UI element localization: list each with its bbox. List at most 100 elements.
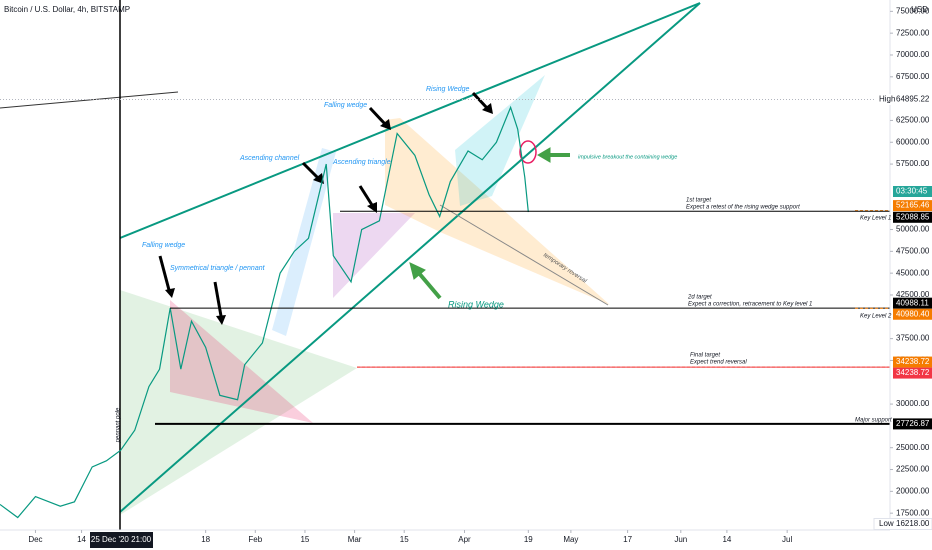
annotation: Expect a retest of the rising wedge supp… <box>686 205 800 211</box>
x-tick-label: Jul <box>782 535 792 544</box>
x-tick-label: 17 <box>623 535 632 544</box>
arrow-head <box>380 119 391 130</box>
arrow-head <box>367 202 377 213</box>
annotation: Symmetrical triangle / pennant <box>170 265 266 272</box>
x-tick-label: May <box>563 535 578 544</box>
price-label: 34238.72 <box>896 368 930 377</box>
crosshair-label: 25 Dec '20 21:00 <box>91 535 152 544</box>
price-label-box <box>893 211 932 223</box>
arrow-head <box>537 147 551 163</box>
price-line <box>0 105 529 519</box>
price-label-box <box>893 367 932 379</box>
arrow-head <box>482 103 493 114</box>
y-tick-label: 45000.00 <box>896 268 930 277</box>
x-tick-label: 14 <box>77 535 86 544</box>
annotation: Falling wedge <box>142 242 185 249</box>
arrow <box>358 185 374 206</box>
time-axis <box>0 530 932 550</box>
annotation: impulsive breakout the containing wedge <box>578 154 677 160</box>
rising-wedge-small <box>455 75 545 206</box>
arrow <box>213 281 223 317</box>
x-tick-label: Mar <box>348 535 362 544</box>
arrow <box>158 255 171 291</box>
y-tick-label: 22500.00 <box>896 465 930 474</box>
price-label: 52165.46 <box>896 201 930 210</box>
annotation: 1st target <box>686 198 711 204</box>
arrow <box>416 270 442 300</box>
crosshair-label-box <box>90 532 153 548</box>
trend-line <box>0 91 179 109</box>
y-tick-label: 62500.00 <box>896 116 930 125</box>
y-tick-label: 50000.00 <box>896 225 930 234</box>
x-tick-label: Dec <box>28 535 42 544</box>
annotation: pennant pole <box>116 407 122 443</box>
arrow-head <box>216 315 226 325</box>
y-tick-label: 67500.00 <box>896 72 930 81</box>
y-tick-label: 75000.00 <box>896 6 930 15</box>
price-label-box <box>893 418 932 430</box>
annotation: Ascending triangle <box>332 159 391 166</box>
ascending-triangle <box>333 213 415 298</box>
y-tick-label: 70000.00 <box>896 50 930 59</box>
price-label: 27726.87 <box>896 419 930 428</box>
price-label: 34238.72 <box>896 357 930 366</box>
x-tick-label: Feb <box>248 535 262 544</box>
x-tick-label: 19 <box>524 535 533 544</box>
y-tick-label: 20000.00 <box>896 486 930 495</box>
annotation: Rising Wedge <box>448 299 504 309</box>
y-tick-label: 30000.00 <box>896 399 930 408</box>
annotation: Expect a correction, retracement to Key … <box>688 302 812 308</box>
arrow <box>471 91 489 110</box>
price-label: 52088.85 <box>896 212 930 221</box>
arrow-head <box>165 288 175 298</box>
annotation: Falling wedge <box>324 102 367 109</box>
arrow-heads <box>165 103 493 325</box>
price-label-box <box>893 200 932 212</box>
reversal-line <box>439 204 609 306</box>
x-tick-label: Apr <box>458 535 471 544</box>
y-tick-label: 72500.00 <box>896 28 930 37</box>
price-label: 40980.40 <box>896 309 930 318</box>
green-arrows <box>409 147 570 300</box>
chart-title: Bitcoin / U.S. Dollar, 4h, BITSTAMP <box>4 5 130 14</box>
countdown: 03:30:45 <box>896 187 928 196</box>
low-value: 16218.00 <box>896 519 930 528</box>
price-axis <box>890 0 932 550</box>
y-tick-label: 60000.00 <box>896 137 930 146</box>
low-label: Low <box>879 519 894 528</box>
high-box <box>874 94 932 106</box>
y-tick-label: 37500.00 <box>896 334 930 343</box>
currency: USD <box>911 5 928 14</box>
x-tick-label: Jun <box>674 535 687 544</box>
countdown-box <box>893 186 932 197</box>
annotation: Key Level 1 <box>860 216 891 222</box>
annotation: Rising Wedge <box>426 86 470 93</box>
price-label-box <box>893 356 932 368</box>
annotation: Major support <box>855 418 892 424</box>
low-box <box>873 518 932 530</box>
y-tick-label: 47500.00 <box>896 246 930 255</box>
annotation: Expect trend reversal <box>690 360 747 366</box>
y-tick-label: 25000.00 <box>896 443 930 452</box>
wedge-upper <box>119 2 701 239</box>
high-label: High <box>879 95 895 104</box>
price-label-box <box>893 297 932 309</box>
x-tick-label: 18 <box>201 535 210 544</box>
y-tick-label: 57500.00 <box>896 159 930 168</box>
x-tick-label: 15 <box>400 535 409 544</box>
annotation: Ascending channel <box>239 155 300 162</box>
annotation: Key Level 2 <box>860 314 892 320</box>
annotation: Final target <box>690 353 720 359</box>
breakout-circle <box>519 140 537 164</box>
y-tick-label: 17500.00 <box>896 508 930 517</box>
arrows <box>158 91 489 317</box>
arrow-head <box>409 262 426 280</box>
arrow <box>368 106 387 126</box>
pennant-triangle <box>170 300 313 423</box>
price-label-box <box>893 308 932 320</box>
high-value: 64895.22 <box>896 95 930 104</box>
wedge-lower <box>119 2 701 513</box>
arrow-head <box>313 173 324 184</box>
annotation: 2d target <box>687 295 712 301</box>
